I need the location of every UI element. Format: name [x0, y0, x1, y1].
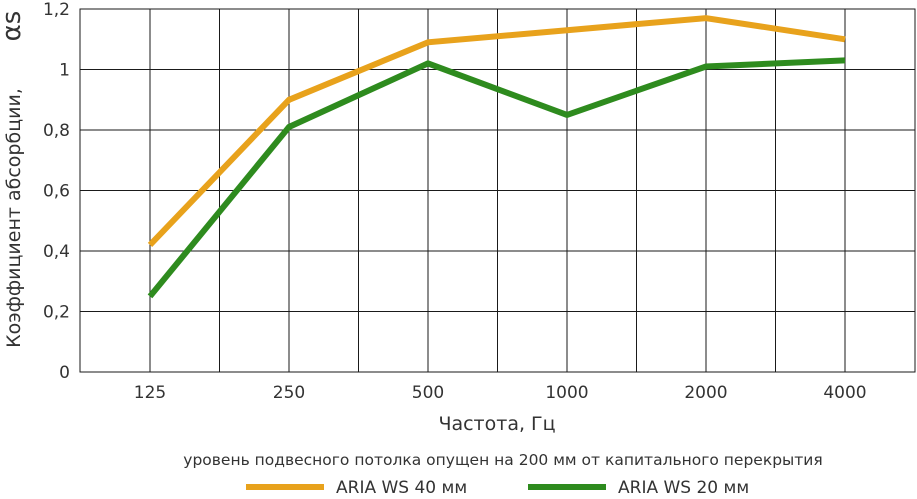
x-tick-label: 125	[134, 383, 166, 403]
y-tick-label: 1,2	[43, 0, 70, 20]
y-tick-label: 0,6	[43, 182, 70, 202]
y-tick-label: 0,2	[43, 303, 70, 323]
x-tick-label: 2000	[684, 383, 727, 403]
x-tick-label: 500	[412, 383, 444, 403]
x-tick-labels: 125 250 500 1000 2000 4000	[134, 383, 867, 403]
x-tick-label: 1000	[545, 383, 588, 403]
legend-label: ARIA WS 40 мм	[336, 478, 467, 495]
x-tick-label: 4000	[823, 383, 866, 403]
y-tick-label: 0,4	[43, 242, 70, 262]
y-tick-label: 0	[59, 363, 70, 383]
chart-subtitle: уровень подвесного потолка опущен на 200…	[183, 451, 822, 469]
y-tick-label: 1	[59, 61, 70, 81]
x-tick-label: 250	[273, 383, 305, 403]
y-tick-labels: 0 0,2 0,4 0,6 0,8 1 1,2	[43, 0, 70, 383]
y-axis-symbol: αs	[0, 11, 27, 42]
y-axis-label: Коэффициент абсорбции,	[3, 88, 25, 348]
legend-label: ARIA WS 20 мм	[618, 478, 749, 495]
x-axis-label: Частота, Гц	[438, 413, 555, 435]
y-tick-label: 0,8	[43, 121, 70, 141]
legend: ARIA WS 40 мм ARIA WS 20 мм	[246, 478, 749, 495]
